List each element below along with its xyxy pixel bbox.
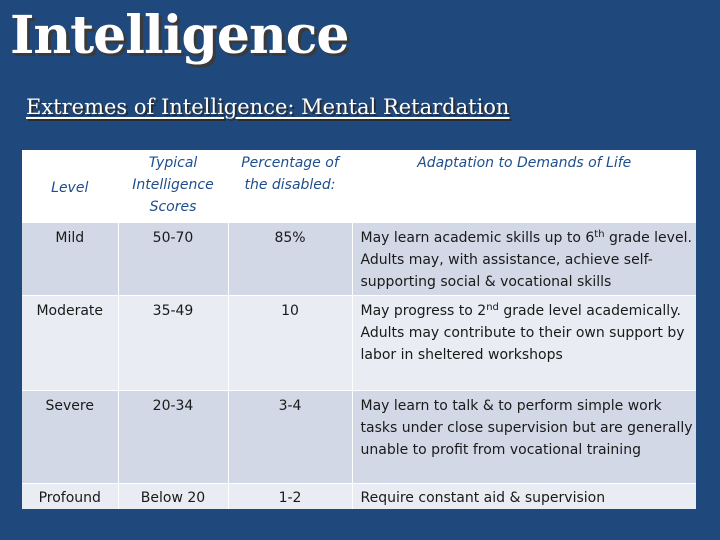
adaptation-text-cont: grade level. Adults may, with assistance… (360, 230, 692, 290)
cell-adaptation: Require constant aid & supervision (351, 483, 696, 509)
slide-subtitle: Extremes of Intelligence: Mental Retarda… (26, 95, 510, 119)
cell-scores: Below 20 (117, 483, 228, 509)
adaptation-text-cont: grade level academically. Adults may con… (360, 303, 685, 363)
table-row: Mild 50-70 85% May learn academic skills… (22, 222, 696, 296)
adaptation-text: May learn to talk & to perform simple wo… (360, 398, 693, 458)
cell-level: Moderate (22, 295, 118, 391)
header-scores: Typical Intelligence Scores (117, 150, 228, 223)
adaptation-text: May learn academic skills up to 6 (360, 230, 595, 246)
header-percentage: Percentage of the disabled: (227, 150, 352, 223)
cell-level: Profound (22, 483, 118, 509)
table-row: Severe 20-34 3-4 May learn to talk & to … (22, 390, 696, 484)
header-adaptation: Adaptation to Demands of Life (351, 150, 696, 223)
slide-title: Intelligence (10, 5, 349, 66)
header-level: Level (22, 150, 118, 223)
table-row: Profound Below 20 1-2 Require constant a… (22, 483, 696, 509)
table-header-row: Level Typical Intelligence Scores Percen… (22, 150, 696, 223)
retardation-table: Level Typical Intelligence Scores Percen… (22, 150, 696, 509)
cell-level: Severe (22, 390, 118, 484)
cell-percentage: 3-4 (227, 390, 352, 484)
adaptation-text: Require constant aid & supervision (360, 490, 606, 506)
cell-percentage: 1-2 (227, 483, 352, 509)
cell-adaptation: May progress to 2nd grade level academic… (351, 295, 696, 391)
adaptation-text: May progress to 2 (360, 303, 487, 319)
cell-adaptation: May learn to talk & to perform simple wo… (351, 390, 696, 484)
cell-percentage: 10 (227, 295, 352, 391)
ordinal-suffix: th (594, 229, 605, 240)
cell-adaptation: May learn academic skills up to 6th grad… (351, 222, 696, 296)
table-row: Moderate 35-49 10 May progress to 2nd gr… (22, 295, 696, 391)
cell-scores: 50-70 (117, 222, 228, 296)
cell-scores: 20-34 (117, 390, 228, 484)
cell-level: Mild (22, 222, 118, 296)
cell-scores: 35-49 (117, 295, 228, 391)
cell-percentage: 85% (227, 222, 352, 296)
ordinal-suffix: nd (486, 302, 499, 313)
